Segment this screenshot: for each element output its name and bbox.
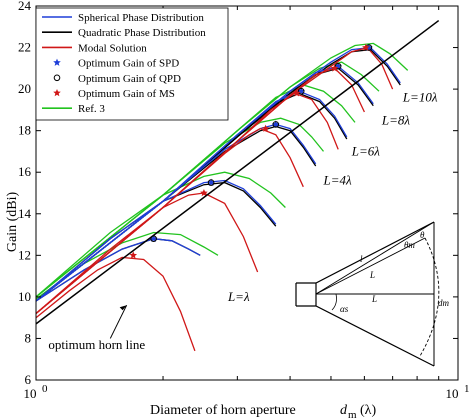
series-line-L=2λ-1 — [35, 171, 286, 298]
plot-frame — [35, 5, 459, 381]
inset-label-dm: dm — [438, 298, 450, 308]
x-tick-label: 10 — [446, 386, 459, 401]
x-tick-exponent: 0 — [42, 383, 48, 395]
legend-label: Optimum Gain of MS — [78, 88, 175, 100]
legend-swatch-star — [53, 89, 61, 97]
y-tick-label: 22 — [18, 40, 31, 55]
annotation-6: optimum horn line — [48, 337, 145, 352]
optimum-horn-line-layer — [35, 19, 440, 325]
legend: Spherical Phase Distribution Quadratic Ph… — [35, 7, 229, 121]
inset-label-L-upper: L — [369, 270, 375, 280]
optimum-horn-line — [35, 19, 440, 325]
legend-label: Optimum Gain of QPD — [78, 73, 181, 85]
x-tick-exponent: 1 — [464, 383, 470, 395]
series-line-L=10λ-5 — [35, 42, 409, 298]
inset-background — [282, 212, 452, 364]
y-tick-label: 16 — [18, 164, 32, 179]
optimum-ms-point — [293, 89, 301, 97]
y-tick-label: 10 — [18, 289, 31, 304]
series-line-L=2λ-19 — [35, 192, 259, 314]
optimum-ms-point — [261, 124, 270, 132]
inset-label-l: l — [360, 254, 363, 264]
legend-label: Modal Solution — [78, 42, 147, 54]
legend-label: Ref. 3 — [78, 103, 105, 115]
horn-line-arrow — [109, 304, 128, 339]
axes-layer: 6 8 10 12 14 16 18 20 22 24 10 0 10 1 — [18, 0, 470, 401]
optimum-ms-point — [362, 43, 370, 51]
series-line-L=10λ-17 — [35, 46, 401, 302]
x-axis-subscript: m — [348, 409, 357, 420]
optimum-spd-point — [149, 234, 158, 242]
optimum-spd-point — [271, 120, 280, 128]
legend-items: Spherical Phase Distribution Quadratic Ph… — [42, 12, 206, 115]
optimum-ms-point — [330, 64, 339, 72]
inset-ray-l — [315, 237, 426, 295]
optimum-ms-point — [200, 189, 208, 197]
legend-label: Spherical Phase Distribution — [78, 12, 204, 24]
annotation-0: L=10λ — [402, 90, 438, 105]
x-axis-symbol: d — [340, 403, 348, 418]
inset-label-theta: θ — [420, 230, 425, 240]
annotation-3: L=4λ — [322, 173, 352, 188]
optimum-points-layer — [129, 43, 373, 259]
legend-swatch-circle — [53, 74, 61, 82]
y-tick-label: 24 — [18, 0, 32, 13]
annotation-1: L=8λ — [381, 112, 411, 127]
series-line-L=λ-18 — [35, 256, 196, 352]
horn-line-arrowhead — [119, 305, 127, 311]
inset-arc — [419, 237, 440, 357]
inset-diagram: θ θm l L L αs dm — [282, 212, 452, 367]
optimum-qpd-point — [207, 179, 215, 186]
optimum-qpd-point — [297, 87, 305, 95]
inset-label-theta-m: θm — [404, 240, 415, 250]
x-axis-label: Diameter of horn aperture — [150, 403, 296, 418]
inset-ray-L — [315, 221, 435, 295]
series-layer — [35, 42, 409, 352]
y-tick-label: 14 — [18, 206, 32, 221]
x-axis-unit: (λ) — [360, 403, 376, 418]
annotation-2: L=6λ — [351, 144, 381, 159]
series-line-L=10λ-23 — [35, 46, 394, 314]
y-tick-label: 8 — [25, 330, 32, 345]
y-tick-label: 18 — [18, 123, 31, 138]
inset-label-alpha: αs — [340, 304, 349, 314]
optimum-ms-point — [129, 251, 138, 259]
annotation-5: L=λ — [227, 289, 250, 304]
legend-swatch-star — [53, 58, 61, 66]
inset-alpha-arc — [331, 293, 337, 311]
optimum-qpd-point — [272, 121, 280, 128]
legend-label: Optimum Gain of SPD — [78, 58, 179, 70]
legend-box — [35, 7, 229, 121]
y-tick-label: 20 — [18, 81, 31, 96]
y-axis-label: Gain (dBi) — [5, 192, 20, 253]
x-tick-label: 10 — [24, 386, 37, 401]
inset-horn-outline — [295, 221, 435, 367]
y-tick-label: 12 — [18, 247, 31, 262]
inset-label-L-mid: L — [371, 294, 377, 304]
legend-label: Quadratic Phase Distribution — [78, 27, 206, 39]
y-tick-label: 6 — [25, 372, 32, 387]
optimum-spd-point — [207, 178, 215, 186]
